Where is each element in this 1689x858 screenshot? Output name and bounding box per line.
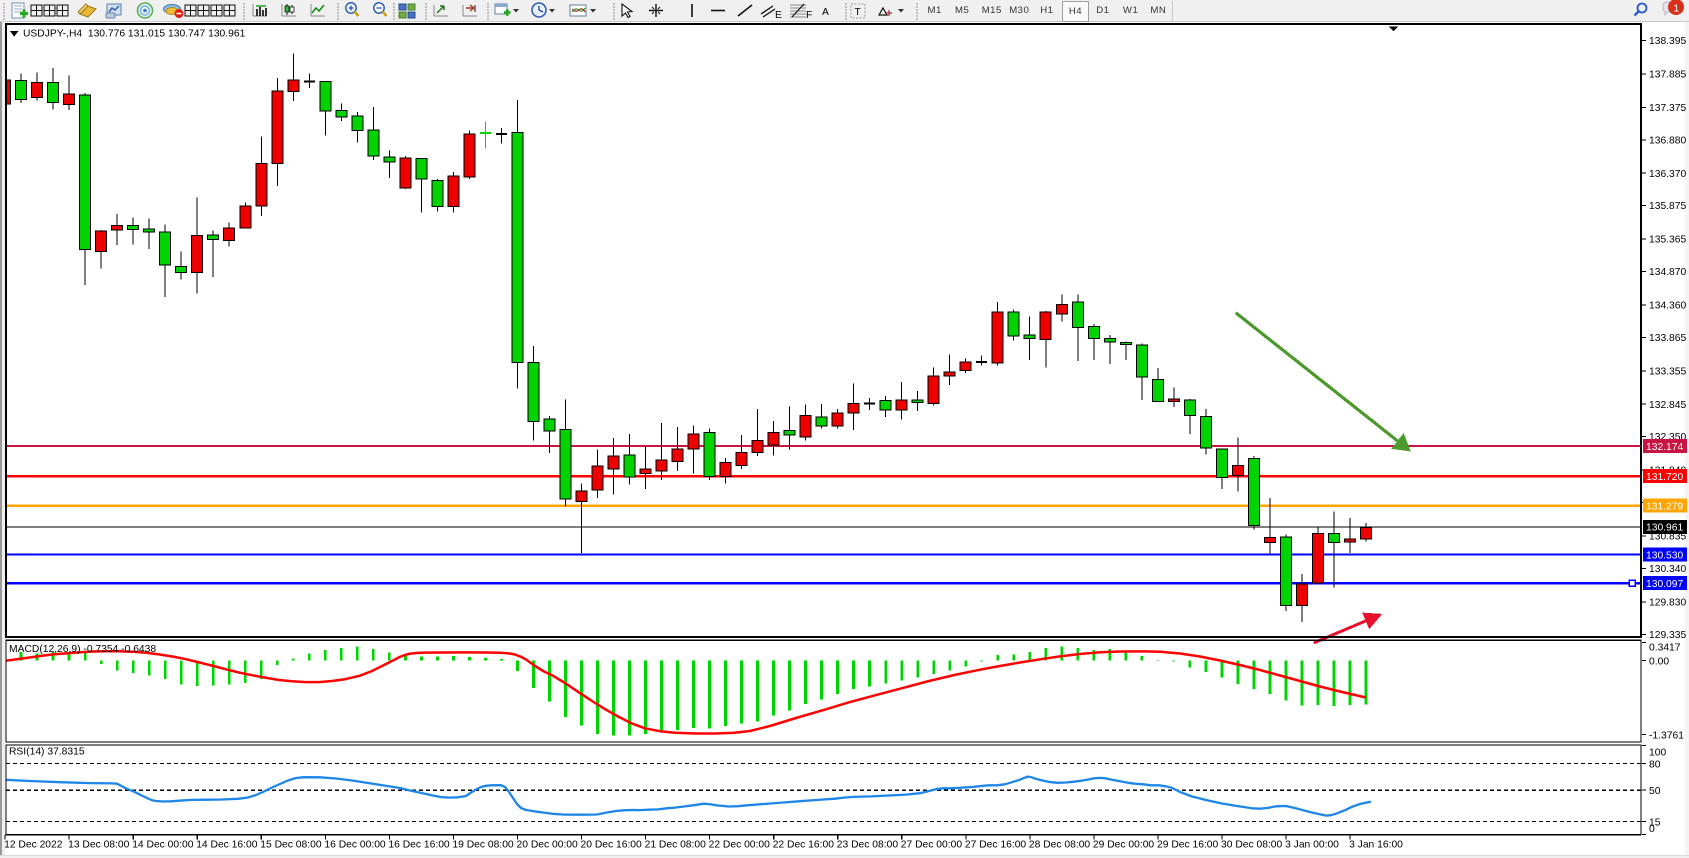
svg-text:A: A — [822, 7, 829, 18]
svg-text:3 Jan 00:00: 3 Jan 00:00 — [1285, 840, 1339, 851]
svg-text:F: F — [806, 10, 812, 21]
svg-text:30 Dec 08:00: 30 Dec 08:00 — [1221, 840, 1283, 851]
svg-text:129.830: 129.830 — [1649, 597, 1686, 608]
svg-text:130.097: 130.097 — [1646, 579, 1683, 590]
svg-text:-1.3761: -1.3761 — [1649, 730, 1684, 741]
svg-text:15: 15 — [1649, 817, 1661, 828]
svg-text:80: 80 — [1649, 760, 1661, 771]
svg-text:22 Dec 16:00: 22 Dec 16:00 — [773, 840, 835, 851]
svg-text:13 Dec 08:00: 13 Dec 08:00 — [68, 840, 130, 851]
svg-text:131.279: 131.279 — [1646, 502, 1683, 513]
svg-text:133.355: 133.355 — [1649, 366, 1686, 377]
svg-text:136.880: 136.880 — [1649, 135, 1686, 146]
svg-text:14 Dec 16:00: 14 Dec 16:00 — [196, 840, 258, 851]
svg-text:132.174: 132.174 — [1646, 442, 1683, 453]
svg-text:50: 50 — [1649, 786, 1661, 797]
svg-text:0.00: 0.00 — [1649, 657, 1669, 668]
svg-text:1: 1 — [1674, 4, 1680, 15]
svg-text:20 Dec 16:00: 20 Dec 16:00 — [581, 840, 643, 851]
svg-text:23 Dec 08:00: 23 Dec 08:00 — [837, 840, 899, 851]
svg-text:135.875: 135.875 — [1649, 201, 1686, 212]
svg-text:15 Dec 08:00: 15 Dec 08:00 — [260, 840, 322, 851]
svg-text:14 Dec 00:00: 14 Dec 00:00 — [132, 840, 194, 851]
svg-text:27 Dec 00:00: 27 Dec 00:00 — [901, 840, 963, 851]
svg-text:132.845: 132.845 — [1649, 400, 1686, 411]
svg-text:27 Dec 16:00: 27 Dec 16:00 — [965, 840, 1027, 851]
svg-text:22 Dec 00:00: 22 Dec 00:00 — [709, 840, 771, 851]
svg-text:137.375: 137.375 — [1649, 103, 1686, 114]
svg-text:16 Dec 00:00: 16 Dec 00:00 — [324, 840, 386, 851]
svg-text:130.530: 130.530 — [1646, 550, 1683, 561]
svg-text:134.360: 134.360 — [1649, 301, 1686, 312]
svg-text:135.365: 135.365 — [1649, 235, 1686, 246]
svg-text:130.340: 130.340 — [1649, 564, 1686, 575]
svg-text:12 Dec 2022: 12 Dec 2022 — [4, 840, 63, 851]
svg-text:28 Dec 08:00: 28 Dec 08:00 — [1029, 840, 1091, 851]
svg-text:129.335: 129.335 — [1649, 630, 1686, 641]
svg-text:136.370: 136.370 — [1649, 169, 1686, 180]
svg-text:19 Dec 08:00: 19 Dec 08:00 — [452, 840, 514, 851]
svg-text:21 Dec 08:00: 21 Dec 08:00 — [645, 840, 707, 851]
svg-text:137.885: 137.885 — [1649, 70, 1686, 81]
svg-text:100: 100 — [1649, 747, 1666, 758]
svg-text:130.961: 130.961 — [1646, 523, 1683, 534]
svg-text:134.870: 134.870 — [1649, 267, 1686, 278]
svg-text:3 Jan 16:00: 3 Jan 16:00 — [1349, 840, 1403, 851]
svg-text:131.720: 131.720 — [1646, 472, 1683, 483]
svg-text:130.835: 130.835 — [1649, 532, 1686, 543]
svg-text:29 Dec 16:00: 29 Dec 16:00 — [1157, 840, 1219, 851]
svg-text:0: 0 — [1649, 824, 1655, 835]
svg-text:0.3417: 0.3417 — [1649, 642, 1681, 653]
svg-text:20 Dec 00:00: 20 Dec 00:00 — [517, 840, 579, 851]
svg-text:USDJPY-,H4 130.776 131.015 13: USDJPY-,H4 130.776 131.015 130.747 130.9… — [23, 29, 246, 40]
svg-text:132.350: 132.350 — [1649, 432, 1686, 443]
svg-text:138.395: 138.395 — [1649, 36, 1686, 47]
svg-text:T: T — [855, 7, 862, 18]
svg-text:RSI(14) 37.8315: RSI(14) 37.8315 — [9, 746, 85, 757]
svg-text:29 Dec 00:00: 29 Dec 00:00 — [1093, 840, 1155, 851]
svg-text:E: E — [775, 10, 782, 21]
svg-text:MACD(12,26,9) -0.7354 -0.6438: MACD(12,26,9) -0.7354 -0.6438 — [9, 644, 156, 655]
svg-text:133.865: 133.865 — [1649, 333, 1686, 344]
svg-text:16 Dec 16:00: 16 Dec 16:00 — [388, 840, 450, 851]
